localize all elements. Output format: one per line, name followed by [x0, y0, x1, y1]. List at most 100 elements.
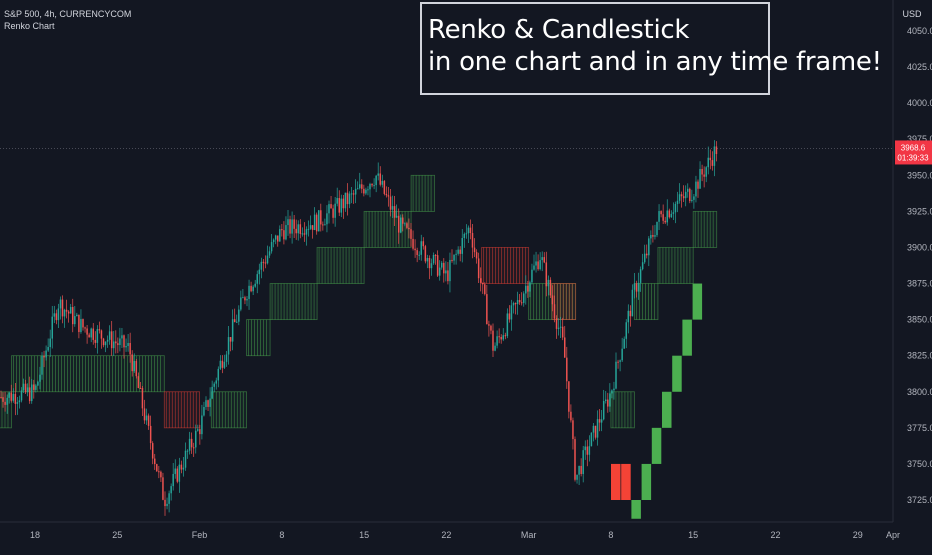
candle-body [268, 251, 271, 256]
candle [2, 392, 4, 408]
candle-body [201, 415, 203, 435]
candle-body [707, 157, 709, 168]
candle [356, 181, 359, 190]
candle [543, 252, 545, 264]
candle [557, 318, 560, 336]
candle-body [354, 188, 357, 195]
candle [406, 221, 408, 230]
candle [88, 332, 90, 338]
candle-body [654, 235, 656, 237]
candle-body [496, 336, 498, 346]
candle-body [459, 249, 461, 254]
candle-body [607, 399, 609, 407]
time-tick-label: 8 [279, 530, 284, 540]
candle-body [14, 393, 17, 404]
candle [510, 299, 513, 331]
candle [125, 338, 127, 352]
candle [471, 224, 474, 259]
candle-body [242, 297, 244, 299]
candle-body [279, 229, 281, 242]
candle [672, 202, 675, 220]
candle [391, 195, 394, 219]
candle [8, 391, 10, 404]
candle-body [414, 248, 416, 251]
candle [287, 209, 289, 236]
renko-overlay-box [610, 391, 635, 429]
candle [490, 324, 492, 335]
candle [627, 304, 630, 334]
candle-body [477, 258, 480, 279]
candle-body [309, 225, 312, 229]
candle-body [352, 193, 355, 195]
candle-body [590, 432, 593, 447]
candle-body [641, 262, 644, 270]
candle [426, 254, 429, 269]
candle-body [680, 194, 683, 197]
candle [78, 314, 80, 339]
candle-body [164, 499, 166, 507]
candle-body [709, 157, 712, 161]
candle [22, 378, 25, 394]
candle-body [346, 192, 349, 205]
candle [637, 272, 640, 300]
price-tick-label: 3900.0 [907, 242, 932, 252]
candle [369, 182, 371, 198]
candle-body [324, 224, 326, 226]
candle-body [609, 393, 611, 407]
candle-body [18, 400, 21, 403]
candle-body [523, 293, 525, 303]
candle [92, 323, 94, 345]
time-tick-label: 15 [359, 530, 369, 540]
candle-body [285, 225, 287, 240]
renko-overlay-frame [269, 283, 318, 321]
candle-body [492, 330, 494, 351]
candle [133, 353, 135, 373]
candle [633, 273, 636, 299]
candle [484, 282, 486, 296]
candle-body [619, 360, 621, 362]
candle [682, 185, 685, 202]
candle-body [561, 326, 564, 338]
candle-body [463, 233, 466, 238]
candle-body [260, 261, 263, 270]
indicator-label[interactable]: Renko Chart [4, 21, 55, 31]
candle-body [151, 443, 154, 459]
candle-body [256, 274, 258, 284]
candle [498, 328, 500, 344]
candle [527, 280, 529, 298]
candle-body [113, 341, 115, 349]
time-tick-label: 15 [688, 530, 698, 540]
renko-overlay-box [163, 391, 200, 429]
candle-body [711, 160, 714, 166]
candle-body [182, 467, 185, 470]
candle-body [26, 387, 29, 393]
symbol-title[interactable]: S&P 500, 4h, CURRENCYCOM [4, 9, 132, 19]
candle [43, 350, 45, 368]
candle [297, 220, 299, 241]
candle [51, 305, 53, 349]
renko-brick [651, 427, 662, 464]
candle-body [705, 167, 707, 177]
candle [666, 199, 668, 226]
candle-body [190, 438, 193, 448]
candle-body [365, 189, 367, 194]
candle [408, 218, 410, 239]
candle [613, 381, 615, 400]
candle [477, 252, 480, 283]
candle [90, 327, 92, 343]
candle [201, 404, 203, 440]
candle-body [43, 355, 45, 358]
candle [670, 210, 673, 218]
renko-overlay-box [269, 283, 318, 321]
candle [102, 337, 105, 348]
candle [475, 249, 478, 264]
candle-body [160, 471, 162, 478]
candle [693, 194, 695, 209]
candle [525, 275, 527, 305]
candle [145, 408, 148, 425]
candle [76, 312, 78, 317]
candle-body [326, 213, 328, 225]
candle [578, 465, 580, 485]
